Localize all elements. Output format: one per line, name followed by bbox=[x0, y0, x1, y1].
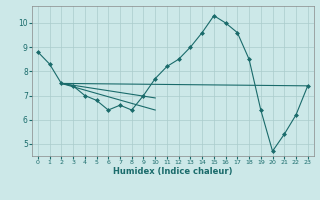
X-axis label: Humidex (Indice chaleur): Humidex (Indice chaleur) bbox=[113, 167, 233, 176]
